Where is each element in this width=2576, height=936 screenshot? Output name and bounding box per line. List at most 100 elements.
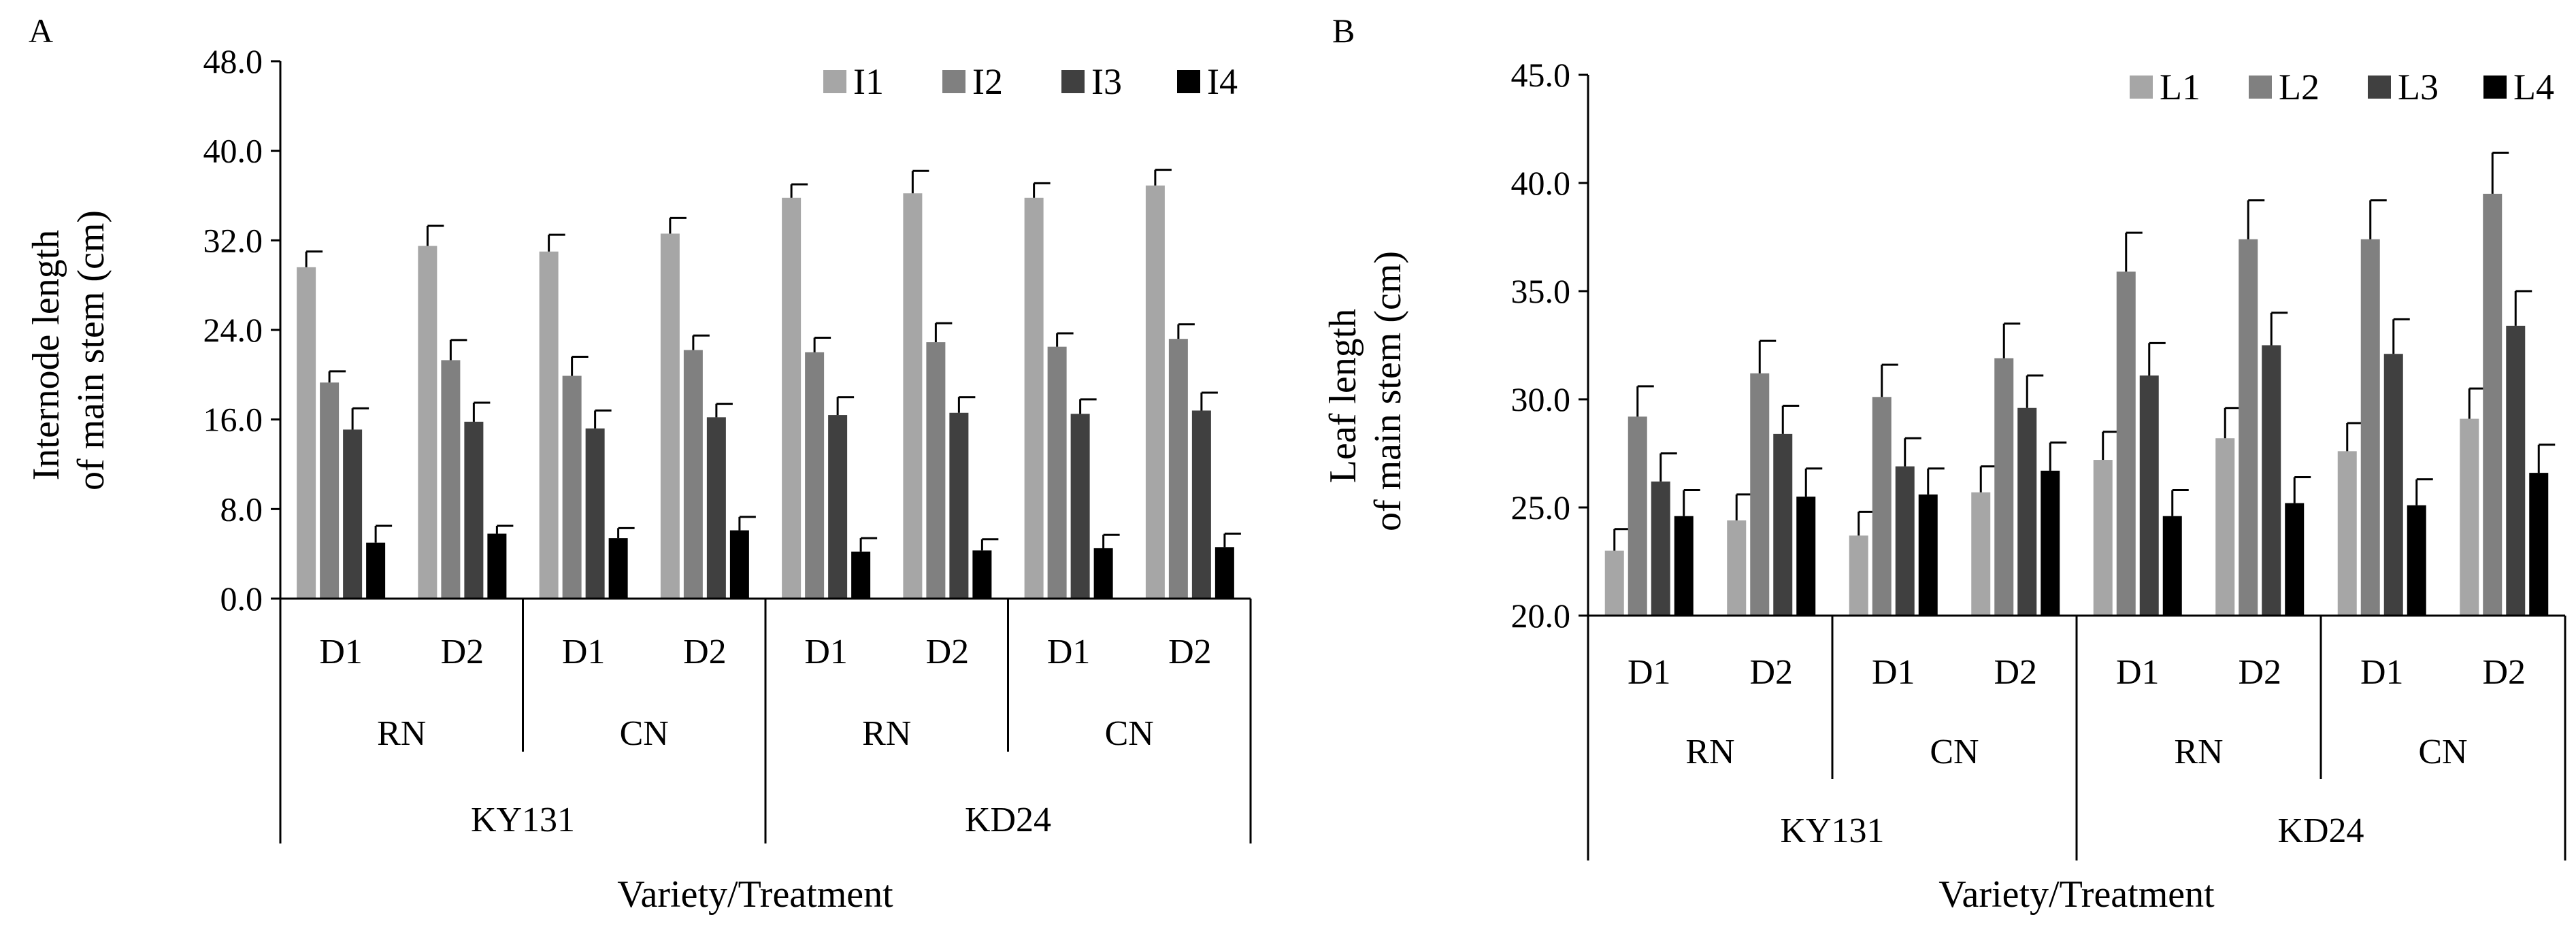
x-tick-label: D2 [2238, 653, 2281, 692]
variety-label: KY131 [471, 801, 575, 839]
bar-i3 [343, 429, 363, 599]
treatment-label: CN [1105, 714, 1154, 753]
bar-i4 [1093, 548, 1113, 599]
plot-area: 0.0 8.0 16.0 24.0 32.0 40.0 48.0 D1 D2 D1 D2 D1 D2 D1… [203, 42, 1252, 843]
y-axis-title: Internode length of main stem (cm) [25, 210, 112, 490]
y-axis-title-line2: of main stem (cm) [1367, 251, 1409, 531]
legend-swatch-i2 [942, 70, 965, 93]
y-tick-label: 45.0 [1511, 56, 1571, 94]
bar-l4 [2285, 503, 2305, 616]
legend-label: I4 [1207, 61, 1238, 102]
variety-label: KY131 [1780, 812, 1884, 850]
treatment-label: CN [620, 714, 669, 753]
y-tick-label: 0.0 [220, 580, 263, 618]
bar-l4 [2162, 516, 2182, 616]
bar-i2 [926, 342, 946, 599]
x-tick-label: D1 [1628, 653, 1671, 692]
bar-i4 [1215, 547, 1234, 599]
bar-l3 [2017, 407, 2037, 616]
bar-l1 [2460, 418, 2479, 616]
bar-l1 [1849, 535, 1868, 616]
y-axis-title-line1: Leaf length [1322, 309, 1364, 484]
bar-l3 [1895, 466, 1915, 616]
bar-l2 [1994, 358, 2014, 616]
bar-l2 [2360, 239, 2380, 616]
y-tick-label: 35.0 [1511, 272, 1571, 310]
x-axis-title: Variety/Treatment [617, 873, 893, 916]
bar-l3 [1773, 433, 1793, 616]
legend-label: L4 [2513, 67, 2554, 107]
bar-l2 [1628, 416, 1647, 616]
bar-l3 [2506, 325, 2526, 616]
bar-l1 [1604, 550, 1624, 616]
treatment-label: RN [1685, 733, 1734, 771]
legend-swatch-i4 [1177, 70, 1200, 93]
bar-l2 [2483, 193, 2503, 616]
treatment-label: CN [1930, 733, 1979, 771]
bar-l1 [2215, 438, 2235, 616]
bar-l2 [1750, 373, 1770, 616]
legend-label: L2 [2279, 67, 2319, 107]
bar-l1 [1971, 492, 1991, 616]
bar-i1 [539, 251, 559, 599]
y-tick-label: 24.0 [203, 311, 263, 349]
bar-i4 [366, 542, 386, 599]
variety-label: KD24 [2277, 812, 2364, 850]
variety-label: KD24 [965, 801, 1051, 839]
x-axis-title: Variety/Treatment [1938, 873, 2215, 916]
bar-i2 [683, 350, 703, 599]
legend-label: I3 [1091, 61, 1122, 102]
treatment-label: RN [377, 714, 426, 753]
y-tick-label: 20.0 [1511, 597, 1571, 635]
bar-i3 [1191, 410, 1211, 599]
x-tick-label: D2 [1994, 653, 2037, 692]
legend-label: L3 [2398, 67, 2439, 107]
bar-l1 [2093, 460, 2113, 616]
bar-i3 [1070, 414, 1090, 599]
x-tick-label: D2 [441, 633, 484, 671]
plot-area: 20.0 25.0 30.0 35.0 40.0 45.0 D1 D2 D1 D2 D1 D2 D1 D2… [1511, 56, 2566, 860]
bar-l1 [2337, 451, 2357, 616]
y-tick-label: 40.0 [203, 132, 263, 170]
x-tick-label: D2 [926, 633, 970, 671]
bar-i1 [418, 246, 437, 599]
y-axis-title-line1: Internode length [25, 230, 67, 481]
bar-i3 [706, 417, 726, 599]
y-tick-label: 30.0 [1511, 380, 1571, 418]
bar-i1 [903, 193, 923, 599]
y-tick-label: 25.0 [1511, 488, 1571, 526]
legend-swatch-l2 [2249, 76, 2272, 99]
bar-i1 [1145, 185, 1165, 599]
bar-i4 [851, 551, 871, 599]
legend-swatch-l4 [2483, 76, 2507, 99]
legend-swatch-i3 [1061, 70, 1085, 93]
y-tick-label: 32.0 [203, 221, 263, 259]
bar-i4 [487, 533, 507, 599]
x-tick-label: D1 [1872, 653, 1915, 692]
panel-label: A [29, 12, 53, 50]
bar-l3 [2139, 375, 2159, 616]
legend-swatch-i1 [823, 70, 846, 93]
y-axis-title: Leaf length of main stem (cm) [1322, 251, 1409, 531]
x-tick-label: D2 [1749, 653, 1793, 692]
treatment-label: RN [862, 714, 911, 753]
treatment-label: RN [2174, 733, 2223, 771]
bar-i2 [320, 382, 340, 599]
bar-l4 [2041, 470, 2060, 616]
bar-i2 [805, 352, 825, 599]
bar-i3 [585, 428, 605, 599]
bar-l4 [1918, 494, 1938, 616]
x-tick-label: D1 [319, 633, 363, 671]
legend-label: I2 [972, 61, 1003, 102]
y-tick-label: 48.0 [203, 42, 263, 80]
y-tick-label: 40.0 [1511, 164, 1571, 202]
x-tick-label: D1 [2360, 653, 2404, 692]
x-tick-label: D1 [2116, 653, 2160, 692]
bar-i4 [972, 550, 992, 599]
bar-i2 [1047, 346, 1067, 599]
bar-l4 [1796, 497, 1816, 616]
bar-i2 [1168, 339, 1188, 599]
x-tick-label: D1 [562, 633, 606, 671]
x-tick-label: D1 [1047, 633, 1091, 671]
